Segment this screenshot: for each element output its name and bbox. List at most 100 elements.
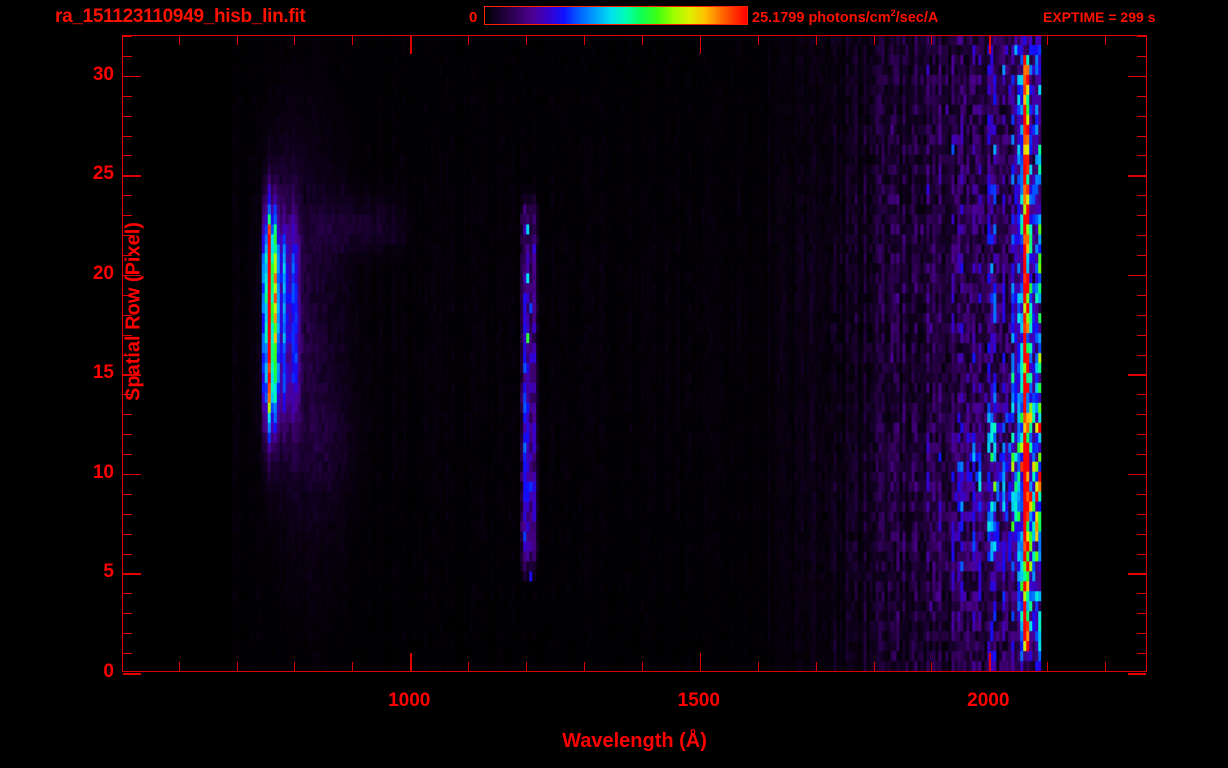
y-minor-tick	[123, 513, 132, 515]
colorbar	[484, 6, 748, 25]
y-minor-tick	[123, 254, 132, 256]
y-major-tick	[1128, 274, 1146, 277]
y-tick-label: 30	[92, 63, 114, 85]
x-major-tick	[699, 653, 702, 671]
x-minor-tick	[873, 36, 875, 45]
x-minor-tick	[468, 662, 470, 671]
x-minor-tick	[236, 36, 238, 45]
y-major-tick	[123, 175, 141, 177]
y-minor-tick	[1137, 533, 1146, 535]
x-minor-tick	[873, 662, 875, 671]
y-minor-tick	[123, 394, 132, 396]
y-minor-tick	[1137, 294, 1146, 296]
x-minor-tick	[583, 36, 585, 45]
x-minor-tick	[641, 662, 643, 671]
x-axis-title: Wavelength (Å)	[562, 730, 707, 752]
colorbar-min-label: 0	[469, 9, 478, 26]
y-minor-tick	[1137, 613, 1146, 615]
y-minor-tick	[1137, 115, 1146, 117]
x-major-tick	[989, 36, 991, 54]
y-minor-tick	[123, 235, 132, 237]
y-major-tick	[123, 374, 141, 376]
x-major-tick	[699, 36, 702, 54]
y-minor-tick	[123, 314, 132, 316]
colorbar-max-label: 25.1799 photons/cm2/sec/A	[752, 8, 938, 26]
exptime-label: EXPTIME = 299 s	[1043, 9, 1156, 25]
x-minor-tick	[815, 36, 817, 45]
y-axis-title: Spatial Row (Pixel)	[122, 222, 145, 401]
y-tick-label: 10	[92, 461, 114, 483]
y-minor-tick	[1137, 235, 1146, 237]
y-minor-tick	[1137, 493, 1146, 495]
y-minor-tick	[123, 354, 132, 356]
x-minor-tick	[1105, 36, 1107, 45]
x-minor-tick	[1105, 662, 1107, 671]
y-minor-tick	[123, 653, 132, 655]
y-minor-tick	[1137, 414, 1146, 416]
y-minor-tick	[123, 334, 132, 336]
x-minor-tick	[931, 36, 933, 45]
y-minor-tick	[123, 55, 132, 57]
y-minor-tick	[1137, 513, 1146, 515]
y-minor-tick	[123, 593, 132, 595]
x-tick-label: 1000	[388, 690, 431, 711]
y-minor-tick	[1137, 195, 1146, 197]
page-title: ra_151123110949_hisb_lin.fit	[55, 6, 306, 27]
y-minor-tick	[123, 454, 132, 456]
y-minor-tick	[123, 115, 132, 117]
x-minor-tick	[468, 36, 470, 45]
x-major-tick	[989, 653, 991, 671]
y-minor-tick	[123, 553, 132, 555]
y-major-tick	[1128, 374, 1146, 376]
y-minor-tick	[1137, 155, 1146, 157]
y-minor-tick	[1137, 434, 1146, 436]
y-minor-tick	[123, 493, 132, 495]
x-minor-tick	[1047, 662, 1049, 671]
x-minor-tick	[757, 36, 759, 45]
x-minor-tick	[352, 36, 354, 45]
x-minor-tick	[294, 36, 296, 45]
y-major-tick	[1128, 573, 1146, 575]
y-minor-tick	[1137, 633, 1146, 635]
x-major-tick	[410, 36, 412, 54]
y-minor-tick	[123, 533, 132, 535]
y-major-tick	[123, 573, 141, 575]
x-minor-tick	[757, 662, 759, 671]
y-major-tick	[123, 673, 141, 675]
x-axis-tick-labels: 1000 1500 2000	[122, 690, 1147, 718]
x-tick-label: 1500	[677, 690, 720, 711]
y-minor-tick	[1137, 354, 1146, 356]
colorbar-units-pre: photons/cm	[804, 9, 891, 26]
y-minor-tick	[123, 215, 132, 217]
y-tick-label: 5	[103, 561, 114, 583]
x-minor-tick	[815, 662, 817, 671]
y-minor-tick	[1137, 36, 1146, 37]
y-major-tick	[1128, 673, 1146, 675]
y-minor-tick	[123, 633, 132, 635]
x-minor-tick	[583, 662, 585, 671]
x-minor-tick	[1047, 36, 1049, 45]
x-minor-tick	[526, 36, 528, 45]
y-minor-tick	[1137, 135, 1146, 137]
y-minor-tick	[1137, 215, 1146, 217]
x-minor-tick	[641, 36, 643, 45]
y-minor-tick	[123, 294, 132, 296]
y-major-tick	[1128, 175, 1146, 177]
y-minor-tick	[1137, 454, 1146, 456]
y-tick-label: 20	[92, 262, 114, 284]
x-minor-tick	[526, 662, 528, 671]
y-minor-tick	[123, 135, 132, 137]
x-minor-tick	[178, 662, 180, 671]
y-minor-tick	[123, 195, 132, 197]
x-minor-tick	[294, 662, 296, 671]
y-minor-tick	[1137, 593, 1146, 595]
y-minor-tick	[123, 155, 132, 157]
y-minor-tick	[1137, 254, 1146, 256]
y-minor-tick	[1137, 55, 1146, 57]
y-tick-label: 0	[103, 661, 114, 682]
y-minor-tick	[123, 95, 132, 97]
y-major-tick	[123, 274, 141, 277]
colorbar-units-exponent: 2	[890, 8, 896, 18]
y-minor-tick	[123, 36, 132, 37]
